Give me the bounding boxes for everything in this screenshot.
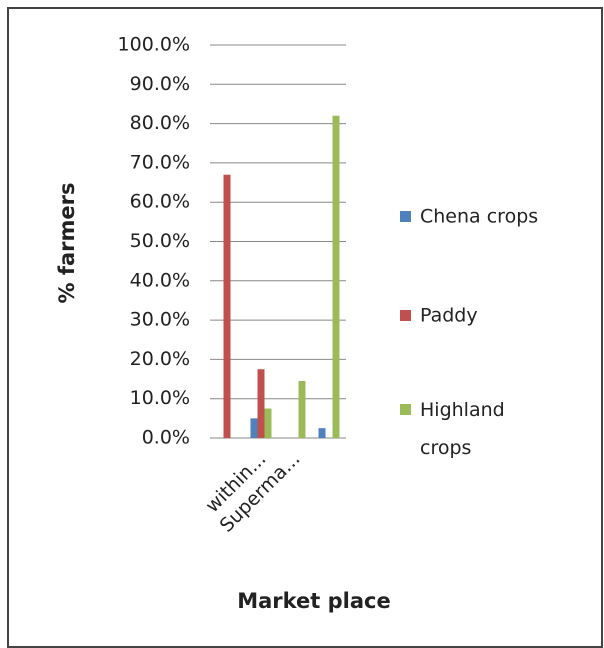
y-tick-label: 90.0%: [130, 73, 190, 95]
bar: [250, 418, 258, 438]
y-tick-label: 70.0%: [130, 151, 190, 173]
y-tick-label: 50.0%: [130, 230, 190, 252]
bar: [332, 115, 340, 439]
bar: [257, 369, 265, 438]
bar: [223, 174, 231, 438]
legend-swatch: [400, 404, 411, 415]
y-tick-label: 80.0%: [130, 112, 190, 134]
y-tick-label: 60.0%: [130, 191, 190, 213]
y-tick-label: 0.0%: [142, 427, 190, 449]
bar: [318, 428, 326, 438]
bar: [264, 408, 272, 438]
legend-label: Paddy: [420, 305, 478, 327]
bar: [298, 381, 306, 438]
y-tick-label: 10.0%: [130, 387, 190, 409]
legend-label: Highland crops: [420, 399, 505, 459]
y-tick-label: 30.0%: [130, 309, 190, 331]
legend-label: Chena crops: [420, 206, 538, 228]
legend-swatch: [400, 211, 411, 222]
x-axis-label: Market place: [237, 589, 391, 613]
y-tick-label: 20.0%: [130, 348, 190, 370]
chart-frame: [7, 7, 603, 648]
y-tick-label: 40.0%: [130, 269, 190, 291]
y-axis-label: % farmers: [55, 183, 79, 304]
legend-swatch: [400, 310, 411, 321]
y-tick-label: 100.0%: [118, 34, 190, 56]
